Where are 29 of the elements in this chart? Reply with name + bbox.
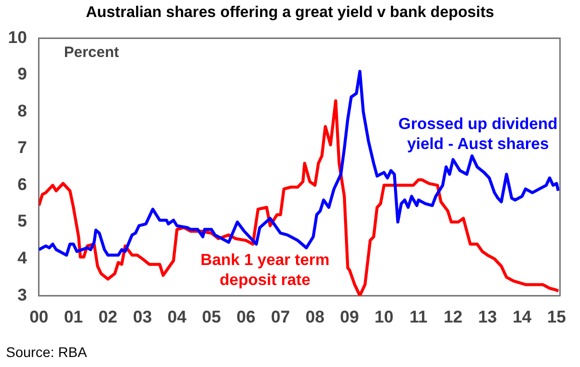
chart-title: Australian shares offering a great yield v bank deposits	[84, 4, 496, 22]
x-tick-label: 10	[374, 307, 394, 326]
x-tick-label: 15	[547, 307, 566, 326]
y-tick-label: 9	[17, 64, 27, 84]
x-tick-label: 14	[512, 307, 532, 326]
x-tick-label: 00	[29, 307, 48, 326]
series-label: Bank 1 year term deposit rate	[200, 251, 330, 291]
x-tick-label: 05	[202, 307, 221, 326]
x-tick-label: 11	[410, 307, 428, 326]
y-tick-label: 5	[17, 212, 27, 231]
x-tick-label: 08	[306, 307, 324, 326]
y-tick-label: 10	[8, 28, 27, 47]
y-axis-title: Percent	[64, 44, 120, 61]
x-tick-label: 09	[340, 307, 359, 326]
y-tick-label: 4	[17, 248, 28, 268]
y-tick-label: 3	[17, 285, 27, 304]
y-tick-label: 8	[17, 101, 27, 120]
x-tick-label: 03	[132, 307, 152, 326]
y-tick-label: 7	[17, 138, 27, 158]
x-tick-label: 06	[236, 307, 256, 326]
x-tick-label: 02	[98, 307, 118, 326]
y-tick-label: 6	[17, 174, 27, 194]
x-tick-label: 13	[478, 307, 497, 326]
x-tick-label: 04	[167, 307, 187, 326]
x-tick-label: 07	[271, 307, 290, 326]
source-note: Source: RBA	[6, 344, 87, 360]
x-tick-label: 01	[64, 307, 83, 326]
x-tick-label: 12	[444, 307, 462, 326]
series-label: Grossed up dividend yield - Aust shares	[397, 115, 559, 155]
